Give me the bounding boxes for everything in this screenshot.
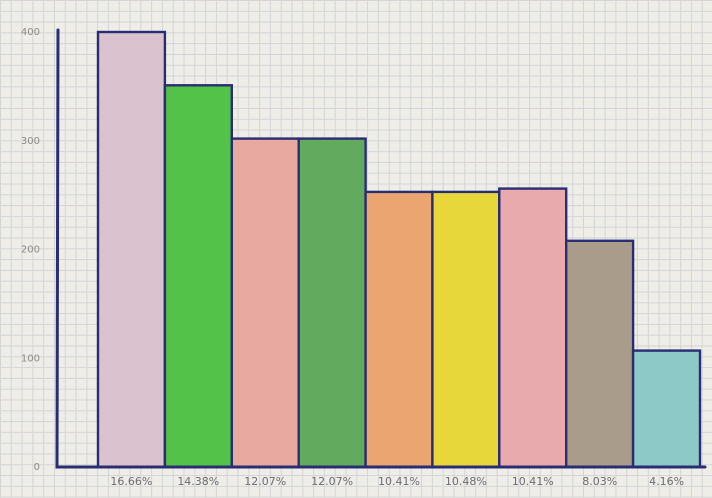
category-label: 16.66%	[110, 475, 152, 488]
bar	[364, 190, 434, 469]
y-tick-label: 300	[21, 136, 40, 147]
category-label: 14.38%	[177, 475, 219, 488]
category-label: 12.07%	[311, 475, 353, 488]
category-label: 4.16%	[649, 475, 684, 488]
y-tick-label: 100	[21, 353, 40, 364]
y-tick-label: 400	[21, 27, 40, 38]
bar	[431, 190, 501, 469]
category-label: 10.41%	[378, 475, 420, 488]
axes	[55, 28, 707, 469]
y-tick-label: 200	[21, 245, 40, 256]
y-axis-ticks: 0 100 200 300 400	[21, 27, 40, 473]
bar	[565, 239, 635, 469]
category-label: 12.07%	[244, 475, 286, 488]
bar	[498, 187, 568, 469]
category-label: 10.41%	[512, 475, 554, 488]
bar	[163, 84, 233, 469]
category-label: 10.48%	[445, 475, 487, 488]
bar	[96, 30, 167, 469]
y-tick-label: 0	[34, 462, 40, 473]
bar	[297, 137, 367, 469]
category-label: 8.03%	[582, 475, 617, 488]
bars	[96, 30, 702, 469]
bar	[230, 137, 300, 469]
x-axis-category-labels: 16.66% 14.38% 12.07% 12.07% 10.41% 10.48% 10.4…	[110, 475, 684, 488]
bar	[631, 349, 702, 469]
